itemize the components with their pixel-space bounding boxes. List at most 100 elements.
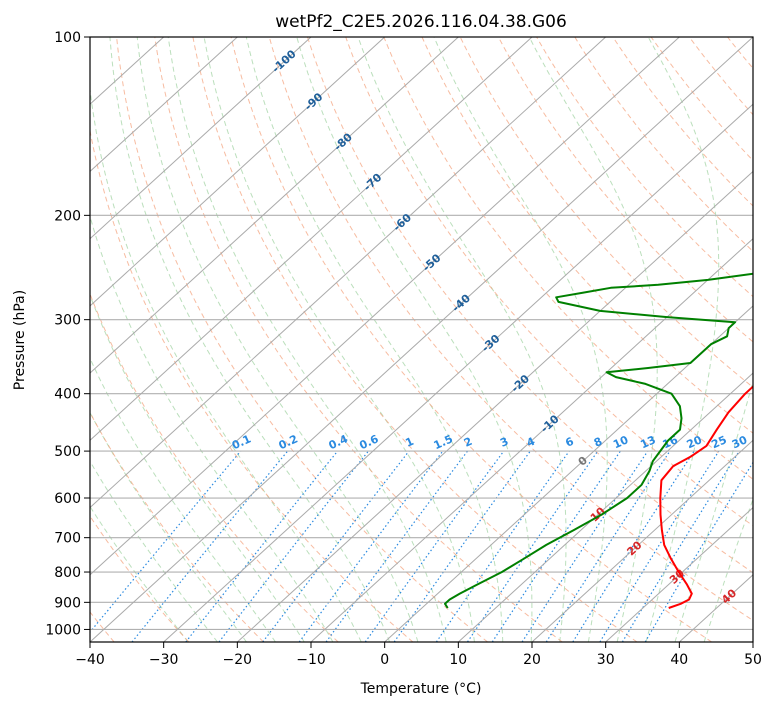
isotherm-line	[310, 237, 753, 642]
mixing-ratio-label: 13	[638, 433, 657, 451]
moist-adiabat-line	[167, 37, 447, 642]
dry-adiabat-line	[154, 37, 563, 642]
isotherm-line	[384, 305, 753, 642]
dry-adiabat-line	[90, 292, 339, 642]
y-tick-label: 800	[54, 565, 81, 581]
moist-adiabat-line	[90, 357, 276, 642]
dry-adiabat-line	[383, 37, 753, 480]
dry-adiabat-line	[497, 37, 753, 343]
isotherms	[90, 37, 753, 642]
mixing-ratio-line	[262, 450, 410, 642]
dry-adiabat-line	[612, 37, 753, 207]
mixing-ratio-line	[621, 450, 740, 642]
moist-adiabat-line	[136, 37, 419, 642]
x-tick-label: 20	[523, 652, 541, 668]
mixing-ratio-line	[131, 450, 289, 642]
moist-adiabat-line	[703, 497, 753, 642]
y-tick-label: 600	[54, 491, 81, 507]
y-axis: 100 200 300 400 500 600 700 800 900 1000	[45, 30, 90, 638]
dry-adiabat-line	[307, 37, 753, 574]
moist-adiabat-line	[109, 37, 391, 642]
dry-adiabat-line	[192, 37, 638, 642]
x-axis-label: Temperature (°C)	[360, 681, 482, 697]
x-tick-label: −20	[223, 652, 253, 668]
isotherm-line	[90, 37, 312, 240]
dry-adiabat-line	[268, 37, 753, 622]
moist-adiabat-line	[528, 37, 658, 642]
chart-title: wetPf2_C2E5.2026.116.04.38.G06	[275, 12, 567, 32]
y-tick-label: 900	[54, 595, 81, 611]
moist-adiabat-line	[645, 37, 720, 642]
isotherm-line	[531, 439, 753, 642]
y-tick-label: 200	[54, 208, 81, 224]
isotherm-line	[90, 37, 607, 509]
isotherm-line	[236, 170, 753, 642]
moist-adiabats	[90, 37, 753, 642]
moist-adiabat-line	[433, 37, 608, 642]
mixing-ratio-label: 36	[751, 433, 771, 451]
x-tick-label: 50	[744, 652, 762, 668]
mixing-ratio-line	[491, 450, 621, 642]
mixing-ratio-label: 25	[709, 433, 728, 451]
x-tick-label: −10	[296, 652, 326, 668]
x-tick-label: −40	[75, 652, 105, 668]
moist-adiabat-line	[90, 460, 218, 642]
x-tick-label: −30	[149, 652, 179, 668]
mixing-ratio-line	[364, 450, 505, 642]
mixing-ratio-line	[185, 450, 339, 642]
y-tick-label: 500	[54, 444, 81, 460]
isotherm-line	[90, 37, 533, 442]
mixing-ratio-label: 16	[661, 433, 681, 451]
isotherm-line	[90, 37, 680, 576]
moist-adiabat-line	[90, 214, 334, 642]
mixing-ratio-label: 30	[730, 433, 750, 451]
dry-adiabat-line	[650, 37, 753, 162]
x-tick-label: 40	[670, 652, 688, 668]
isotherm-line	[163, 103, 753, 642]
moist-adiabat-line	[296, 37, 533, 642]
moist-adiabat-line	[90, 294, 305, 642]
isotherm-line	[90, 37, 459, 374]
moist-adiabat-line	[357, 37, 567, 642]
isotherm-line	[605, 506, 753, 642]
dry-adiabat-line	[574, 37, 753, 252]
mixing-ratio-line	[572, 450, 695, 642]
dry-adiabat-line	[459, 37, 753, 388]
grid-lines	[90, 37, 753, 630]
dry-adiabat-line	[345, 37, 753, 527]
mixing-ratio-line	[435, 450, 570, 642]
y-tick-label: 1000	[45, 622, 81, 638]
x-tick-label: 10	[449, 652, 467, 668]
moist-adiabat-line	[203, 37, 475, 642]
isotherm-line	[90, 37, 386, 307]
mixing-ratio-line	[325, 450, 468, 642]
y-tick-label: 400	[54, 387, 81, 403]
moist-adiabat-line	[90, 411, 247, 642]
isotherm-line	[457, 372, 753, 642]
isotherm-line	[90, 37, 753, 642]
y-tick-label: 700	[54, 531, 81, 547]
sounding-profiles	[444, 272, 753, 609]
dry-adiabat-line	[90, 515, 190, 642]
dry-adiabat-line	[116, 37, 488, 642]
dry-adiabat-line	[230, 37, 712, 642]
y-tick-label: 100	[54, 30, 81, 46]
x-tick-label: 0	[380, 652, 389, 668]
y-tick-label: 300	[54, 313, 81, 329]
y-axis-label: Pressure (hPa)	[12, 290, 28, 390]
x-axis: −40 −30 −20 −10 0 10 20 30 40 50	[75, 642, 762, 668]
mixing-ratio-line	[521, 450, 649, 642]
mixing-ratio-line	[545, 450, 671, 642]
dry-adiabat-line	[421, 37, 753, 434]
isotherm-line	[90, 37, 238, 173]
moist-adiabat-line	[90, 505, 189, 642]
mixing-ratio-line	[298, 450, 444, 642]
mixing-ratio-label: 10	[611, 433, 631, 451]
temperature-profile-line	[659, 385, 753, 609]
dewpoint-profile-line	[444, 272, 753, 609]
dry-adiabat-line	[90, 128, 414, 642]
x-tick-label: 30	[597, 652, 615, 668]
mixing-ratio-label: 20	[685, 433, 705, 451]
dry-adiabats	[90, 37, 753, 642]
